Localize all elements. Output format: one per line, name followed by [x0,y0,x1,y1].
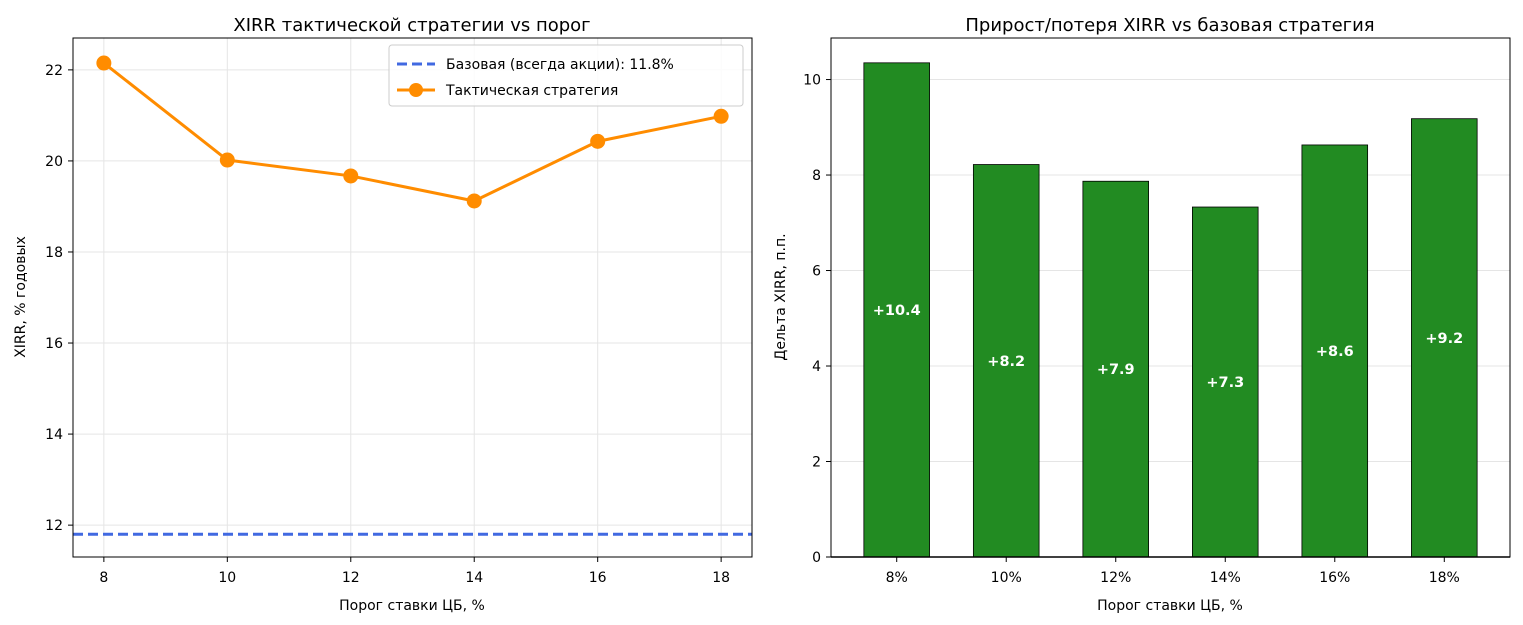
y-tick-label: 0 [812,550,821,566]
legend-tactical-marker [409,83,423,97]
bar-value-label: +7.9 [1097,362,1135,378]
bar-value-label: +8.6 [1316,344,1354,360]
y-tick-label: 18 [45,245,63,261]
x-tick-label: 10 [218,570,236,586]
y-tick-label: 10 [803,73,821,89]
delta-bar [1192,206,1259,558]
line-chart-grid [73,38,752,557]
x-tick-label: 8% [886,570,908,586]
bar-chart-plot-frame [830,37,1511,558]
x-tick-label: 16% [1319,570,1350,586]
bar-chart-x-axis-label: Порог ставки ЦБ, % [1097,598,1243,614]
tactical-data-point [219,152,235,168]
y-tick-label: 20 [45,154,63,170]
bar-chart-y-axis-label: Дельта XIRR, п.п. [773,233,789,360]
x-tick-label: 14 [465,570,483,586]
delta-bar [1082,180,1149,558]
bar-value-label: +9.2 [1425,331,1463,347]
y-tick-label: 22 [45,63,63,79]
line-chart-x-ticks: 8 10 12 14 16 18 [99,557,730,586]
x-tick-label: 18% [1429,570,1460,586]
line-chart-plot-frame [72,37,753,558]
y-tick-label: 14 [45,427,63,443]
tactical-data-point [96,55,112,71]
y-tick-label: 6 [812,264,821,280]
legend-box [388,44,744,107]
x-tick-label: 12 [342,570,360,586]
bar-value-label: +7.3 [1206,375,1244,391]
tactical-data-point [713,108,729,124]
delta-bar [863,62,930,558]
bar-chart-grid [831,79,1510,558]
line-chart-y-axis-label: XIRR, % годовых [13,236,29,358]
bar-chart-panel: Прирост/потеря XIRR vs базовая стратегия… [773,15,1511,614]
line-chart-legend: Базовая (всегда акции): 11.8% Тактическа… [388,44,744,107]
tactical-data-point [590,133,606,149]
line-chart-series [96,55,729,209]
line-chart-x-axis-label: Порог ставки ЦБ, % [339,598,485,614]
tactical-data-point [343,168,359,184]
x-tick-label: 14% [1210,570,1241,586]
bar-value-label: +8.2 [987,354,1025,370]
y-tick-label: 12 [45,518,63,534]
line-chart-y-ticks: 12 14 16 18 20 22 [45,63,73,534]
legend-baseline-label: Базовая (всегда акции): 11.8% [446,57,674,73]
delta-bar [1411,118,1478,558]
delta-bar [972,164,1040,558]
x-tick-label: 16 [589,570,607,586]
y-tick-label: 8 [812,168,821,184]
bar-chart-x-ticks: 8% 10% 12% 14% 16% 18% [886,557,1460,586]
line-chart-title: XIRR тактической стратегии vs порог [233,15,590,36]
bar-chart-y-ticks: 0 2 4 6 8 10 [803,73,831,566]
line-chart-panel: XIRR тактической стратегии vs порог 8 10 1… [13,15,753,614]
bar-value-label: +10.4 [873,303,921,319]
x-tick-label: 8 [99,570,108,586]
x-tick-label: 10% [991,570,1022,586]
tactical-data-point [466,193,482,209]
delta-bar [1301,144,1369,558]
legend-tactical-label: Тактическая стратегия [445,83,618,99]
y-tick-label: 4 [812,359,821,375]
x-tick-label: 18 [712,570,730,586]
x-tick-label: 12% [1100,570,1131,586]
tactical-series-line [102,61,722,203]
bar-chart-bars: +10.4 +8.2 +7.9 +7.3 +8.6 +9.2 [831,62,1510,558]
y-tick-label: 2 [812,455,821,471]
y-tick-label: 16 [45,336,63,352]
bar-chart-title: Прирост/потеря XIRR vs базовая стратегия [965,15,1374,36]
